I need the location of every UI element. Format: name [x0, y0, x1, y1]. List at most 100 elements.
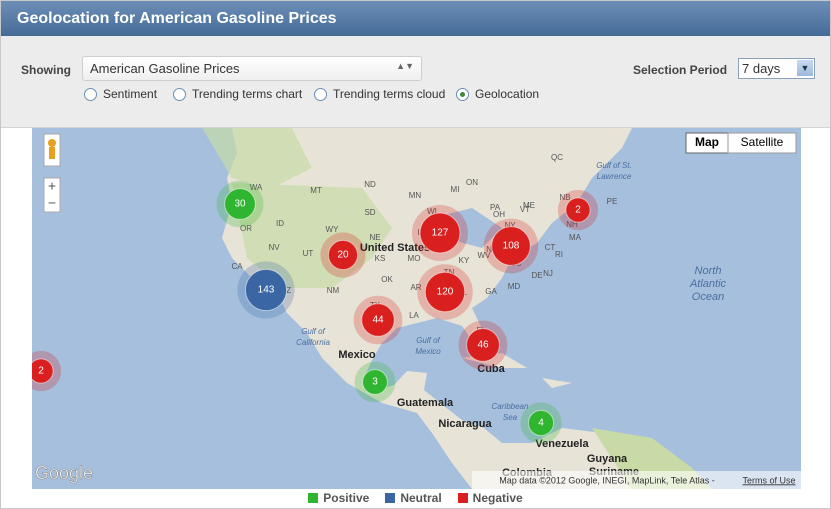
cluster-count: 108: [503, 241, 520, 252]
cluster-count: 127: [432, 228, 449, 239]
map-label: GA: [485, 287, 497, 296]
map-label: Atlantic: [689, 278, 727, 290]
cluster[interactable]: 2: [557, 189, 599, 231]
legend-swatch: [457, 493, 468, 503]
map-label: MD: [508, 282, 521, 291]
cluster-dot: [491, 226, 531, 266]
legend: Positive Neutral Negative: [1, 491, 830, 505]
map-label: WA: [250, 183, 263, 192]
map-label: United States: [360, 242, 430, 254]
legend-swatch: [385, 493, 396, 503]
cluster[interactable]: 4: [520, 402, 562, 444]
cluster-count: 2: [38, 366, 44, 377]
radio: [84, 87, 97, 101]
zoom-control[interactable]: +−: [43, 133, 61, 213]
map-label: Ocean: [692, 291, 724, 303]
cluster-dot: [224, 188, 256, 220]
legend-item: Negative: [457, 491, 523, 505]
map-label: NB: [559, 193, 570, 202]
map-label: KY: [459, 256, 470, 265]
terms-link[interactable]: Terms of Use: [742, 475, 795, 485]
radio: [314, 87, 327, 101]
cluster[interactable]: 44: [353, 295, 403, 345]
map-label: UT: [303, 249, 314, 258]
map-label: Lawrence: [597, 172, 632, 181]
map-label: NV: [268, 243, 280, 252]
map-label: Nicaragua: [438, 418, 492, 430]
map-label: LA: [409, 311, 419, 320]
map-label: WV: [478, 251, 492, 260]
map-label: PA: [490, 203, 501, 212]
map-label: ID: [276, 219, 284, 228]
map-button: Map: [695, 135, 719, 149]
radio-option[interactable]: Geolocation: [456, 87, 539, 101]
legend-label: Neutral: [400, 491, 442, 505]
cluster-dot: [565, 197, 591, 223]
map-label: Guatemala: [397, 397, 454, 409]
radio-option[interactable]: Sentiment: [84, 87, 157, 101]
map-label: NM: [327, 286, 340, 295]
radio-label: Geolocation: [475, 87, 540, 101]
map-label: MT: [310, 186, 322, 195]
cluster[interactable]: 30: [216, 180, 264, 228]
radio-label: Sentiment: [103, 87, 158, 101]
title: Geolocation for American Gasoline Prices: [17, 10, 337, 27]
cluster-count: 143: [258, 285, 275, 296]
map[interactable]: +− United States Mexico Cuba Guatemala Nicar…: [32, 128, 801, 489]
cluster[interactable]: 127: [411, 204, 469, 262]
google-logo: Google: [35, 463, 93, 483]
map-label: MA: [569, 233, 582, 242]
cluster-count: 120: [437, 287, 454, 298]
map-label: MO: [408, 254, 421, 263]
map-label: MN: [409, 191, 422, 200]
radio: [173, 87, 186, 101]
radio-label: Trending terms cloud: [333, 87, 446, 101]
map-button: Satellite: [741, 135, 784, 149]
map-label: OR: [240, 224, 252, 233]
cluster-dot: [327, 239, 359, 271]
map-type[interactable]: [685, 132, 797, 154]
map-label: CT: [545, 243, 556, 252]
cluster[interactable]: 143: [237, 261, 295, 319]
period-value: 7 days: [742, 61, 781, 76]
map-label: Mexico: [338, 349, 376, 361]
cluster[interactable]: 20: [320, 232, 366, 278]
cluster-dot: [361, 303, 395, 337]
header: Geolocation for American Gasoline Prices: [1, 1, 830, 36]
attribution: Map data ©2012 Google, INEGI, MapLink, T…: [499, 475, 715, 485]
radio-option[interactable]: Trending terms cloud: [314, 87, 445, 101]
radio-option[interactable]: Trending terms chart: [173, 87, 302, 101]
map-label: KS: [375, 254, 386, 263]
map-label: Guyana: [587, 453, 628, 465]
cluster[interactable]: 108: [483, 218, 539, 274]
legend-item: Positive: [308, 491, 369, 505]
cluster-dot: [466, 328, 500, 362]
map-label: Cuba: [477, 363, 505, 375]
map-label: ND: [364, 180, 376, 189]
legend-item: Neutral: [385, 491, 442, 505]
map-label: Mexico: [415, 347, 441, 356]
cluster-count: 3: [372, 377, 378, 388]
cluster[interactable]: 3: [354, 361, 396, 403]
cluster-count: 20: [337, 250, 349, 261]
map-label: RI: [555, 250, 563, 259]
radio: [456, 87, 469, 101]
map-label: NJ: [543, 269, 553, 278]
map-label: WY: [326, 225, 340, 234]
period-label: Selection Period: [633, 63, 728, 77]
showing-select[interactable]: American Gasoline Prices ▲▼: [82, 56, 422, 81]
cluster[interactable]: 120: [417, 264, 473, 320]
cluster[interactable]: 46: [458, 320, 508, 370]
cluster[interactable]: 2: [32, 350, 62, 392]
map-label: NE: [369, 233, 380, 242]
map-label: PE: [607, 197, 618, 206]
legend-label: Negative: [472, 491, 523, 505]
period-select[interactable]: 7 days ▼: [738, 58, 815, 79]
cluster-count: 4: [538, 418, 544, 429]
map-label: AR: [410, 283, 421, 292]
cluster-dot: [362, 369, 388, 395]
cluster-dot: [424, 271, 466, 313]
cluster-count: 44: [372, 315, 384, 326]
map-label: California: [296, 338, 330, 347]
